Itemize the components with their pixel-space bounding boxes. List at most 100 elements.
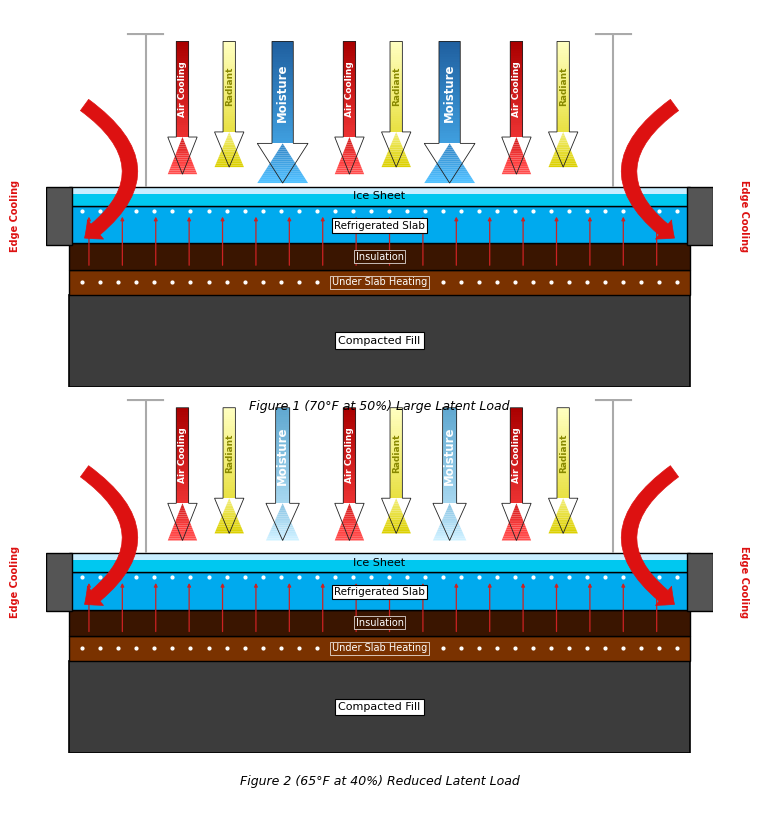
Polygon shape: [347, 142, 352, 144]
Bar: [510, 462, 523, 465]
Bar: [223, 107, 235, 109]
Polygon shape: [549, 165, 578, 167]
Bar: [557, 446, 569, 449]
Polygon shape: [426, 179, 474, 181]
Bar: [343, 108, 356, 111]
Bar: [223, 125, 235, 128]
Bar: [390, 53, 402, 55]
Text: Compacted Fill: Compacted Fill: [339, 335, 420, 346]
Bar: [69, 194, 690, 206]
Bar: [223, 112, 235, 114]
Bar: [390, 444, 402, 446]
Bar: [343, 444, 356, 446]
Bar: [439, 125, 460, 128]
Polygon shape: [391, 509, 402, 510]
Bar: [439, 107, 460, 110]
Bar: [176, 475, 189, 477]
Bar: [557, 460, 569, 462]
Polygon shape: [550, 530, 577, 532]
Bar: [442, 420, 457, 422]
Bar: [557, 59, 569, 62]
Bar: [343, 130, 356, 132]
Bar: [510, 85, 523, 87]
Polygon shape: [446, 510, 454, 513]
Bar: [223, 489, 235, 492]
Polygon shape: [342, 520, 357, 522]
Bar: [390, 129, 402, 132]
Polygon shape: [282, 143, 284, 146]
Bar: [442, 431, 457, 434]
Bar: [439, 69, 460, 72]
Bar: [276, 429, 290, 431]
Bar: [439, 57, 460, 59]
Bar: [510, 65, 523, 68]
Bar: [510, 70, 523, 72]
Bar: [223, 462, 235, 464]
Bar: [176, 429, 189, 431]
Bar: [510, 87, 523, 90]
Bar: [343, 420, 356, 422]
Bar: [557, 426, 569, 428]
Bar: [557, 80, 569, 82]
Bar: [557, 471, 569, 473]
Bar: [557, 455, 569, 457]
Bar: [557, 129, 569, 132]
Bar: [557, 489, 569, 492]
Bar: [390, 475, 402, 478]
Polygon shape: [550, 528, 576, 530]
Polygon shape: [268, 535, 298, 536]
Bar: [223, 77, 235, 80]
Bar: [176, 492, 189, 494]
Bar: [510, 132, 523, 134]
Bar: [176, 94, 189, 96]
Bar: [390, 55, 402, 57]
Bar: [557, 103, 569, 105]
Bar: [390, 105, 402, 107]
Bar: [510, 444, 523, 446]
Polygon shape: [221, 516, 238, 518]
Bar: [272, 51, 293, 55]
Polygon shape: [553, 521, 574, 523]
Bar: [276, 479, 290, 482]
Polygon shape: [278, 149, 288, 151]
Bar: [223, 412, 235, 414]
Bar: [223, 57, 235, 59]
Bar: [69, 636, 690, 661]
Bar: [176, 101, 189, 103]
Polygon shape: [218, 524, 241, 527]
Polygon shape: [174, 523, 191, 526]
Text: Insulation: Insulation: [355, 618, 404, 628]
Bar: [343, 103, 356, 106]
Polygon shape: [169, 168, 196, 170]
Bar: [343, 72, 356, 75]
Bar: [343, 77, 356, 80]
Bar: [390, 462, 402, 464]
Polygon shape: [515, 503, 517, 505]
Bar: [510, 118, 523, 120]
Bar: [272, 64, 293, 67]
Polygon shape: [172, 529, 194, 532]
Bar: [390, 107, 402, 109]
Bar: [343, 424, 356, 427]
Text: Radiant: Radiant: [559, 433, 568, 473]
Polygon shape: [510, 152, 523, 154]
Bar: [510, 92, 523, 94]
Bar: [276, 501, 290, 503]
Polygon shape: [393, 138, 399, 139]
Bar: [343, 492, 356, 494]
Bar: [343, 42, 356, 44]
Polygon shape: [448, 505, 452, 507]
Bar: [557, 46, 569, 48]
Bar: [272, 98, 293, 100]
Bar: [176, 413, 189, 415]
Bar: [390, 125, 402, 128]
Polygon shape: [512, 147, 521, 148]
Polygon shape: [263, 173, 303, 175]
Bar: [272, 130, 293, 133]
Polygon shape: [346, 144, 353, 147]
Bar: [557, 483, 569, 484]
Bar: [223, 428, 235, 431]
Polygon shape: [556, 512, 570, 514]
Bar: [272, 75, 293, 77]
Bar: [557, 453, 569, 455]
